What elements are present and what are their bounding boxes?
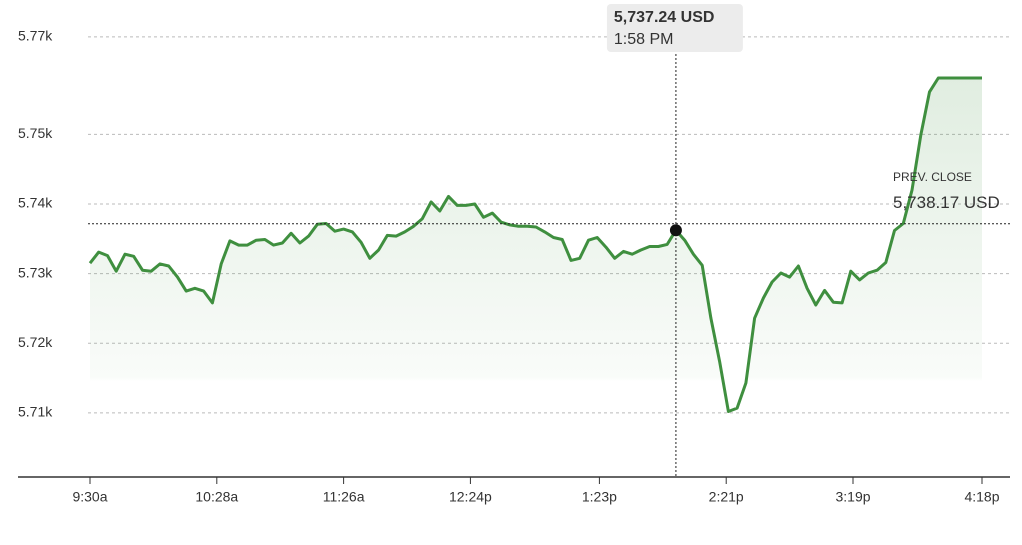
- y-tick-label: 5.73k: [18, 264, 53, 280]
- x-tick-label: 11:26a: [323, 489, 365, 505]
- y-tick-label: 5.77k: [18, 28, 53, 44]
- x-tick-label: 10:28a: [195, 489, 238, 505]
- y-tick-label: 5.71k: [18, 404, 53, 420]
- x-tick-label: 3:19p: [835, 489, 870, 505]
- x-tick-label: 12:24p: [449, 489, 492, 505]
- x-tick-label: 1:23p: [582, 489, 617, 505]
- y-tick-label: 5.74k: [18, 195, 53, 211]
- prev-close-label: PREV. CLOSE: [893, 170, 972, 184]
- prev-close-value: 5,738.17 USD: [893, 193, 1000, 212]
- area: [90, 78, 982, 477]
- x-tick-label: 2:21p: [709, 489, 744, 505]
- y-tick-label: 5.75k: [18, 125, 53, 141]
- tooltip-value: 5,737.24 USD: [614, 9, 715, 26]
- x-tick-label: 9:30a: [72, 489, 107, 505]
- y-tick-label: 5.72k: [18, 334, 53, 350]
- x-tick-label: 4:18p: [964, 489, 999, 505]
- tooltip-box: [606, 4, 743, 52]
- price-line: [88, 76, 982, 413]
- hover-dot: [669, 224, 682, 237]
- tooltip-time: 1:58 PM: [614, 31, 674, 48]
